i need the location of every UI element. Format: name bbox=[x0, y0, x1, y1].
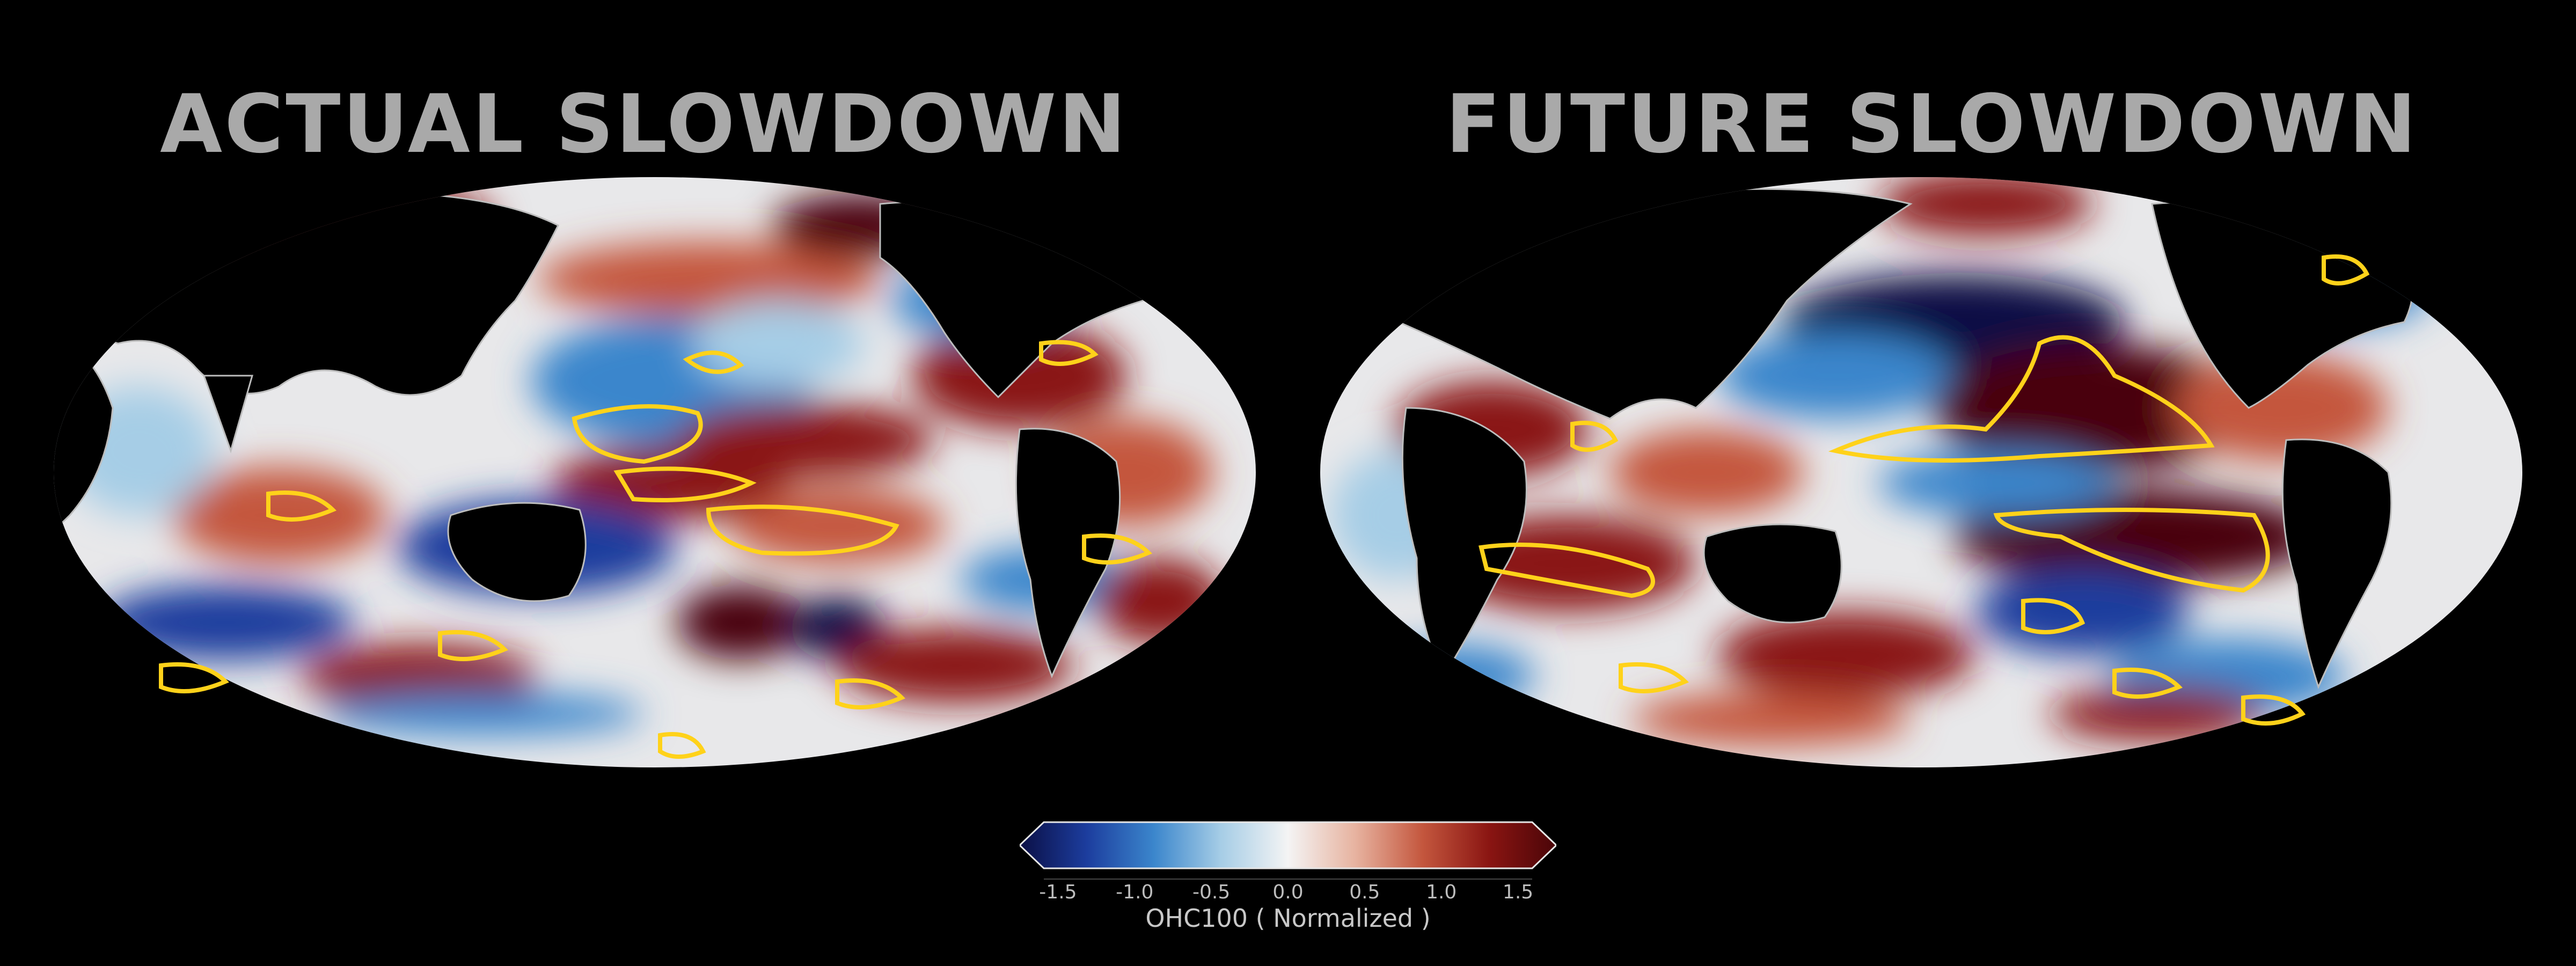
colorbar-tick-label: 0.0 bbox=[1272, 881, 1304, 903]
australia-landmass bbox=[1703, 523, 1842, 624]
colorbar-tick-label: -1.5 bbox=[1039, 881, 1077, 903]
colorbar-body bbox=[1020, 821, 1556, 869]
significance-contours bbox=[159, 340, 1153, 759]
colorbar-tick-label: -1.0 bbox=[1116, 881, 1154, 903]
greenland-landmass bbox=[1018, 177, 1118, 209]
africa-landmass bbox=[1401, 407, 1527, 678]
colorbar-tick-label: 0.5 bbox=[1349, 881, 1380, 903]
significance-contours bbox=[1479, 254, 2370, 726]
colorbar-tick-label: 1.5 bbox=[1502, 881, 1534, 903]
panel-title-future: FUTURE SLOWDOWN bbox=[1445, 78, 2419, 171]
australia-landmass bbox=[447, 502, 587, 602]
south-america-landmass bbox=[2281, 438, 2392, 690]
ohc-anomaly-field bbox=[64, 177, 1224, 735]
colorbar bbox=[1020, 821, 1556, 880]
map-future-slowdown bbox=[1320, 177, 2522, 767]
colorbar-tick-label: 1.0 bbox=[1426, 881, 1457, 903]
colorbar-tick-label: -0.5 bbox=[1192, 881, 1231, 903]
south-america-landmass bbox=[1015, 428, 1121, 678]
colorbar-label: OHC100 ( Normalized ) bbox=[1145, 904, 1431, 933]
panel-title-actual: ACTUAL SLOWDOWN bbox=[160, 78, 1128, 171]
india-peninsula bbox=[202, 375, 253, 453]
map-actual-slowdown bbox=[54, 177, 1256, 767]
